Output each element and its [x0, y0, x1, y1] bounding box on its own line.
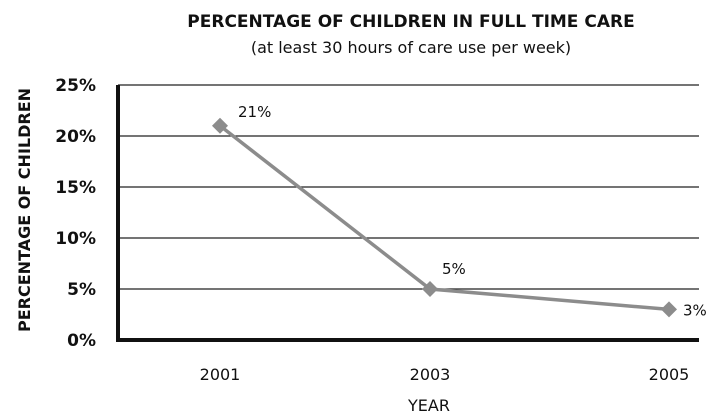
gridlines [118, 84, 699, 290]
data-label: 5% [442, 260, 466, 278]
y-tick-label: 20% [55, 127, 96, 147]
y-tick-label: 25% [55, 76, 96, 96]
series-line [218, 124, 670, 312]
x-axis-ticks: 2001 2003 2005 [200, 365, 690, 384]
data-labels: 21% 5% 3% [238, 103, 707, 320]
data-label: 3% [683, 301, 707, 319]
x-tick-label: 2003 [410, 365, 451, 384]
y-tick-label: 15% [55, 178, 96, 198]
chart-title: PERCENTAGE OF CHILDREN IN FULL TIME CARE [187, 12, 634, 32]
data-point-marker [422, 281, 438, 297]
x-tick-label: 2005 [649, 365, 690, 384]
y-tick-label: 10% [55, 229, 96, 249]
x-tick-label: 2001 [200, 365, 241, 384]
y-tick-label: 0% [67, 331, 96, 351]
data-label: 21% [238, 103, 271, 121]
y-tick-label: 5% [67, 280, 96, 300]
series [212, 117, 677, 318]
y-axis-label: PERCENTAGE OF CHILDREN [15, 88, 34, 332]
x-axis-label: YEAR [407, 396, 450, 415]
axes [116, 85, 699, 342]
chart-subtitle: (at least 30 hours of care use per week) [251, 38, 571, 57]
data-point-marker [661, 301, 677, 318]
y-axis-ticks: 0% 5% 10% 15% 20% 25% [55, 76, 96, 351]
data-point-marker [212, 117, 228, 134]
